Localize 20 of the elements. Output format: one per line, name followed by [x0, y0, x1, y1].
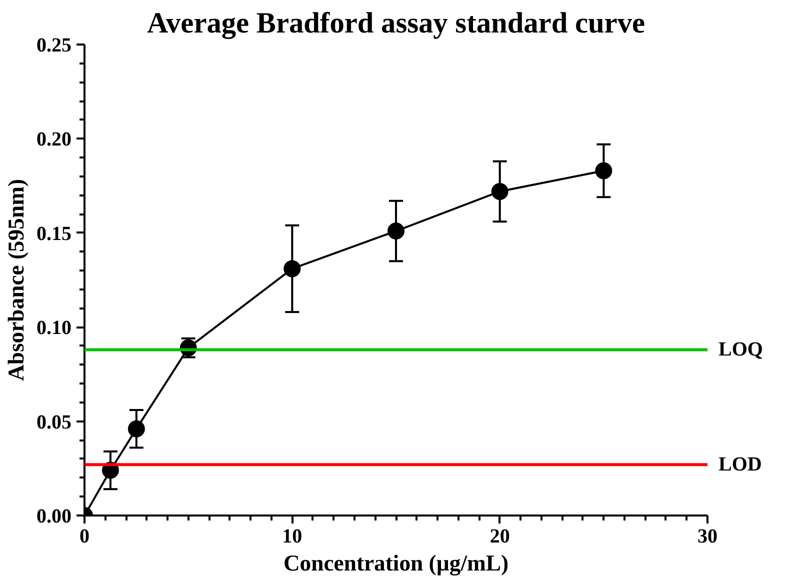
y-axis-title: Absorbance (595nm) [4, 178, 28, 382]
x-tick-label: 0 [80, 526, 90, 548]
y-tick-label: 0.10 [36, 317, 72, 340]
point [128, 420, 145, 438]
y-tick-label: 0.20 [36, 128, 72, 151]
y-tick-label: 0.00 [36, 506, 72, 528]
chart-title: Average Bradford assay standard curve [147, 8, 646, 40]
y-tick-label: 0.25 [36, 34, 72, 56]
y-tick-label: 0.05 [36, 411, 72, 434]
ref-line-label: LOQ [718, 338, 763, 361]
x-axis-title: Concentration (µg/mL) [283, 550, 509, 576]
y-tick-label: 0.15 [36, 222, 72, 245]
x-tick-label: 20 [490, 526, 510, 548]
point [388, 222, 404, 240]
point [491, 182, 508, 200]
x-tick-label: 10 [282, 526, 302, 548]
point [595, 162, 612, 180]
x-tick-label: 30 [698, 526, 718, 548]
point [284, 260, 301, 278]
ref-line-label: LOD [718, 454, 762, 476]
